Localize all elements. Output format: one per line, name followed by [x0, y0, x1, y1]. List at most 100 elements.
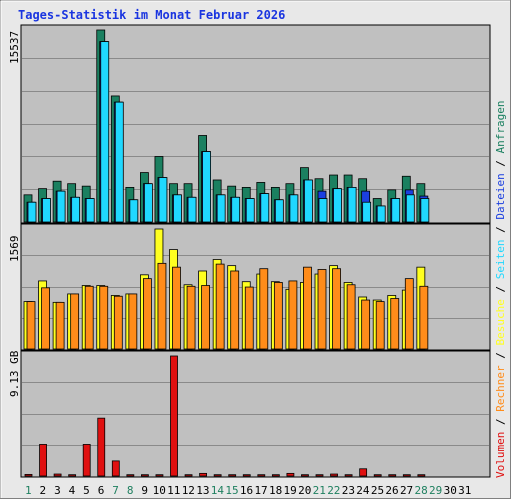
legend-part: Rechner [494, 365, 507, 412]
bar-volumen [53, 473, 62, 477]
day-label: 9 [141, 484, 148, 497]
bar-rechner [390, 298, 400, 350]
bar-volumen [344, 474, 353, 477]
bar-seiten [304, 179, 313, 223]
bar-rechner [375, 301, 385, 350]
day-label: 3 [54, 484, 61, 497]
bar-volumen [39, 444, 47, 477]
bar-seiten [85, 198, 95, 223]
bar-volumen [184, 474, 193, 477]
bar-seiten [260, 193, 270, 223]
bar-seiten [216, 194, 226, 223]
bar-volumen [126, 474, 135, 477]
bar-volumen [315, 474, 324, 477]
bar-volumen [417, 474, 426, 477]
bar-volumen [242, 474, 251, 477]
legend-part: / [494, 346, 507, 366]
legend-part: / [494, 153, 507, 173]
bar-volumen [359, 468, 368, 477]
bar-volumen [68, 474, 77, 477]
bar-rechner [273, 282, 283, 350]
bar-rechner [128, 293, 138, 350]
day-label: 18 [269, 484, 282, 497]
chart-title: Tages-Statistik im Monat Februar 2026 [18, 8, 285, 22]
bar-volumen [155, 474, 164, 477]
day-label: 6 [98, 484, 105, 497]
day-label: 29 [429, 484, 442, 497]
day-label: 19 [284, 484, 297, 497]
bar-seiten [158, 177, 168, 223]
day-label: 16 [240, 484, 253, 497]
bar-volumen [82, 444, 91, 477]
day-label: 15 [225, 484, 238, 497]
legend-part: / [494, 412, 507, 432]
day-label: 8 [127, 484, 134, 497]
bar-rechner [84, 285, 94, 350]
bar-volumen [271, 474, 280, 477]
bar-volumen [97, 417, 106, 477]
bar-rechner [230, 270, 240, 350]
bar-volumen [301, 474, 309, 477]
bar-seiten [100, 41, 110, 223]
day-label: 23 [342, 484, 355, 497]
day-label: 25 [371, 484, 384, 497]
bar-seiten [318, 198, 328, 223]
bar-volumen [286, 472, 295, 477]
day-label: 26 [385, 484, 398, 497]
bar-rechner [317, 269, 327, 350]
bar-rechner [55, 301, 65, 350]
bar-volumen [402, 474, 411, 477]
bar-seiten [56, 190, 66, 223]
day-label: 11 [167, 484, 180, 497]
bar-volumen [388, 474, 397, 477]
day-label: 10 [153, 484, 166, 497]
day-label: 1 [25, 484, 32, 497]
bar-rechner [288, 280, 298, 350]
day-label: 12 [182, 484, 195, 497]
day-label: 7 [112, 484, 119, 497]
bar-seiten [362, 201, 372, 223]
x-axis-labels: 1 2 3 4 5 6 7 8 9 10 11 12 13 14 15 16 17 18 19 20 21 22 23 24 2… [25, 484, 471, 497]
bar-seiten [71, 196, 81, 223]
bar-rechner [113, 295, 123, 350]
bar-rechner [172, 266, 181, 350]
day-label: 4 [69, 484, 76, 497]
bar-rechner [70, 293, 80, 350]
bar-seiten [27, 201, 37, 223]
bar-seiten [347, 186, 357, 223]
bar-seiten [202, 151, 212, 223]
bar-volumen [330, 473, 338, 477]
bar-rechner [157, 262, 167, 350]
bar-seiten [289, 194, 299, 223]
bars [23, 29, 430, 477]
day-label: 2 [40, 484, 47, 497]
bar-rechner [41, 287, 50, 350]
bar-volumen [111, 460, 120, 477]
bar-rechner [303, 266, 312, 350]
bar-seiten [173, 194, 182, 223]
day-label: 20 [298, 484, 311, 497]
bar-rechner [332, 268, 341, 350]
bar-seiten [245, 198, 255, 223]
day-label: 24 [356, 484, 370, 497]
day-label: 31 [458, 484, 471, 497]
bar-seiten [391, 198, 401, 223]
day-label: 13 [196, 484, 209, 497]
day-label: 5 [83, 484, 90, 497]
bar-rechner [259, 268, 269, 350]
legend-part: Seiten [494, 240, 507, 280]
day-label: 14 [211, 484, 225, 497]
day-label: 27 [400, 484, 413, 497]
bar-rechner [99, 285, 109, 350]
bar-rechner [186, 285, 196, 350]
legend-part: Besuche [494, 299, 507, 345]
bar-seiten [187, 196, 197, 223]
legend-part: / [494, 279, 507, 299]
y-label-bottom: 9.13 GB [8, 350, 21, 397]
bar-seiten [143, 183, 153, 223]
day-label: 21 [313, 484, 326, 497]
bar-seiten [231, 196, 241, 223]
bar-seiten [274, 199, 284, 223]
